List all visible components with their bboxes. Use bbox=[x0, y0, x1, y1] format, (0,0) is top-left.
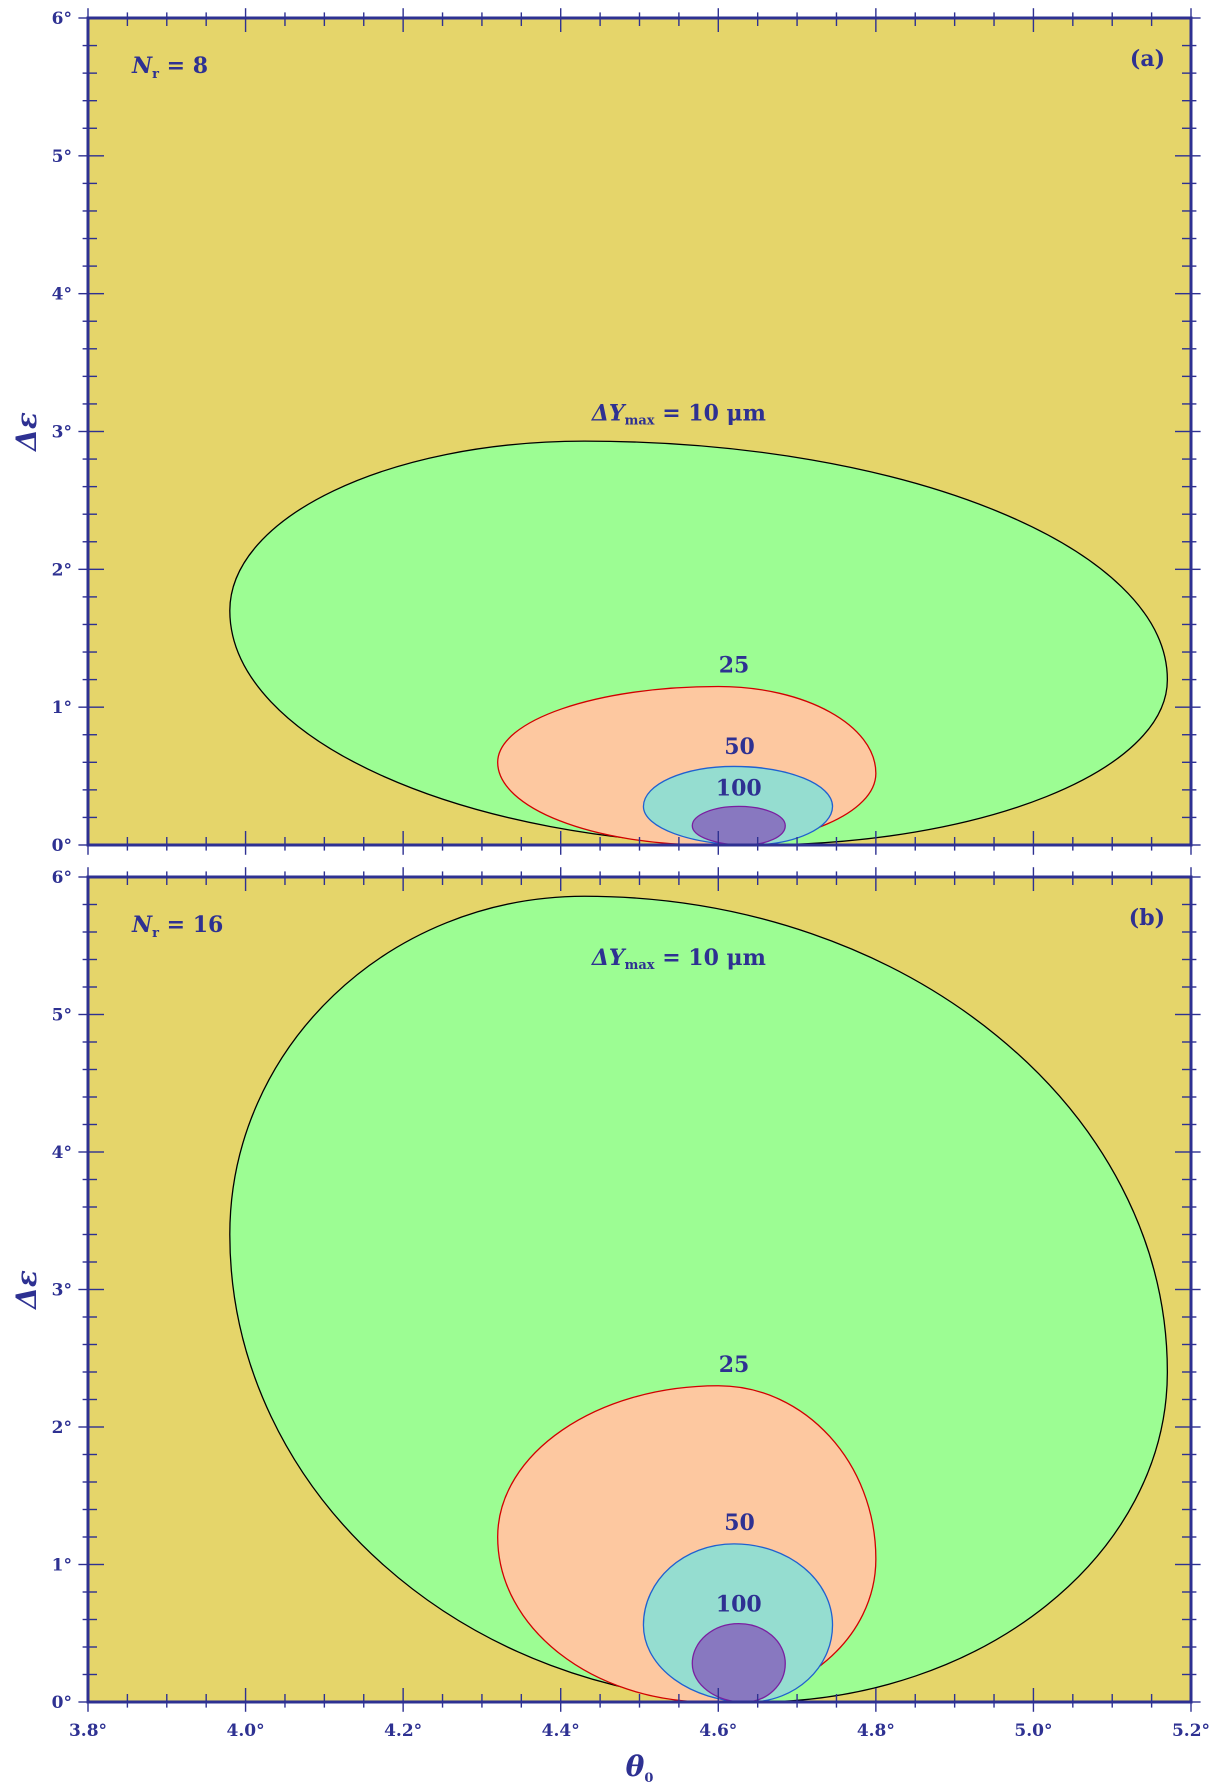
y-tick-label: 6° bbox=[52, 868, 72, 888]
y-tick-label: 1° bbox=[52, 1556, 72, 1576]
panel-label: (a) bbox=[1130, 46, 1165, 72]
x-axis-title: θ0 bbox=[626, 1750, 654, 1784]
x-tick-label: 4.2° bbox=[384, 1721, 422, 1741]
y-tick-label: 3° bbox=[52, 1281, 72, 1301]
contour-label-50: 50 bbox=[724, 734, 755, 760]
contour-label-25: 25 bbox=[719, 1352, 750, 1378]
y-tick-label: 6° bbox=[52, 9, 72, 29]
y-axis-title: Δε bbox=[10, 1270, 43, 1311]
ticks bbox=[78, 867, 1201, 1712]
x-tick-label: 4.0° bbox=[227, 1721, 265, 1741]
y-tick-label: 5° bbox=[52, 1006, 72, 1026]
contour-level-100 bbox=[691, 1622, 786, 1702]
panel-label: (b) bbox=[1129, 905, 1165, 931]
x-tick-label: 4.8° bbox=[857, 1721, 895, 1741]
panel-a: ΔYmax = 10 μm 25 50 100 0° 1° 2° 3° 4° 5° 6° Δε Nr =… bbox=[10, 8, 1201, 856]
contour-label-100: 100 bbox=[716, 1591, 762, 1617]
x-tick-label: 4.4° bbox=[542, 1721, 580, 1741]
contour-label-10: ΔYmax = 10 μm bbox=[591, 400, 766, 428]
contour-label-10: ΔYmax = 10 μm bbox=[591, 945, 766, 973]
x-tick-label: 5.0° bbox=[1014, 1721, 1052, 1741]
y-tick-label: 2° bbox=[52, 1418, 72, 1438]
panel-b: ΔYmax = 10 μm 25 50 100 0° 1° 2° 3° 4° 5° 6° 3.8° 4.… bbox=[10, 867, 1210, 1741]
y-axis-title: Δε bbox=[10, 412, 43, 453]
panel-annotation: Nr = 8 bbox=[131, 53, 208, 82]
panel-annotation: Nr = 16 bbox=[131, 912, 223, 941]
contour-label-25: 25 bbox=[719, 653, 750, 679]
contour-label-50: 50 bbox=[724, 1510, 755, 1536]
ticks bbox=[78, 8, 1201, 855]
y-tick-label: 3° bbox=[52, 423, 72, 443]
y-tick-label: 5° bbox=[52, 147, 72, 167]
y-tick-label: 0° bbox=[52, 1693, 72, 1713]
y-tick-label: 4° bbox=[52, 285, 72, 305]
y-tick-label: 2° bbox=[52, 560, 72, 580]
contour-regions bbox=[229, 895, 1169, 1702]
svg-text:θ0: θ0 bbox=[626, 1750, 654, 1784]
x-tick-label: 4.6° bbox=[699, 1721, 737, 1741]
x-tick-label: 3.8° bbox=[69, 1721, 107, 1741]
contour-level-100 bbox=[691, 805, 786, 845]
x-tick-label: 5.2° bbox=[1172, 1721, 1210, 1741]
y-tick-label: 0° bbox=[52, 836, 72, 856]
contour-label-100: 100 bbox=[716, 775, 762, 801]
y-tick-label: 1° bbox=[52, 698, 72, 718]
y-tick-label: 4° bbox=[52, 1143, 72, 1163]
